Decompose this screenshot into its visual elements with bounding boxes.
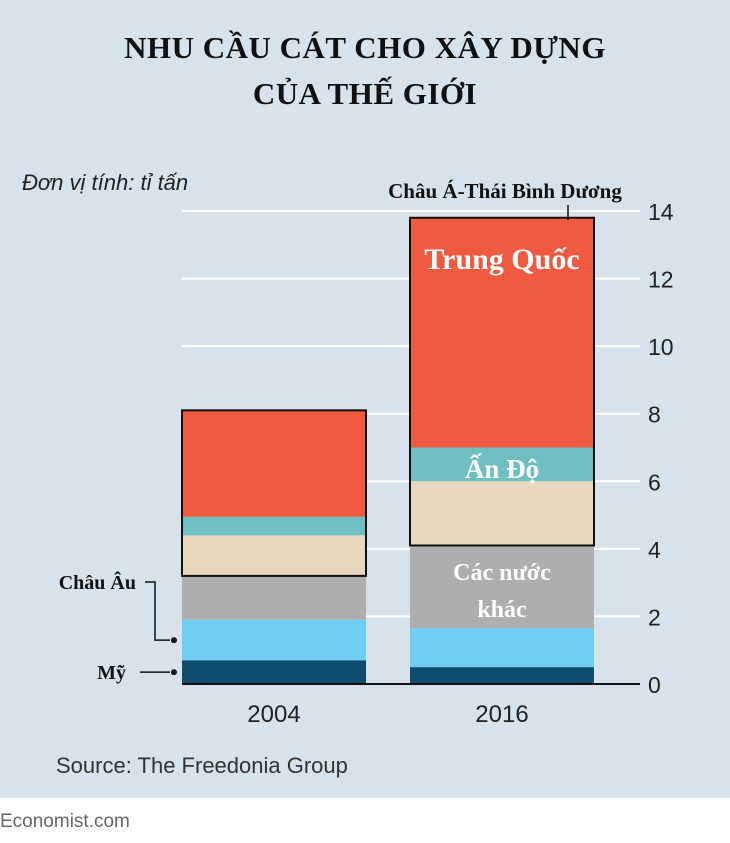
- y-tick-label: 8: [648, 402, 661, 428]
- bar-segment: [410, 447, 594, 482]
- y-tick-label: 10: [648, 334, 674, 360]
- asia-pacific-outline: [181, 409, 367, 577]
- label-my: Mỹ: [97, 662, 126, 684]
- label-chau-a-thai-binh-duong: Châu Á-Thái Bình Dương: [388, 179, 622, 203]
- bar-segment: [410, 667, 594, 684]
- label-cac-nuoc-khac-line-2: khác: [477, 597, 527, 623]
- bar-segment: [182, 619, 366, 661]
- chau-au-leader-line: [145, 581, 170, 641]
- bar-segment: [182, 516, 366, 536]
- chau-au-leader-dot: [171, 637, 177, 644]
- label-cac-nuoc-khac-line-1: Các nước: [453, 560, 551, 586]
- asia-pacific-outline: [409, 216, 595, 547]
- x-tick-label: 2004: [247, 701, 300, 728]
- y-tick-label: 0: [648, 672, 661, 698]
- chart-title-line-1: NHU CẦU CÁT CHO XÂY DỰNG: [124, 30, 606, 65]
- x-tick-label: 2016: [475, 701, 528, 728]
- source-note: Source: The Freedonia Group: [56, 753, 348, 778]
- label-an-do: Ấn Độ: [465, 453, 539, 484]
- bar-segment: [410, 481, 594, 546]
- bar-segment: [182, 660, 366, 684]
- label-chau-au: Châu Âu: [59, 570, 136, 594]
- y-tick-label: 14: [648, 199, 674, 225]
- stacked-bar-chart: 0 2 4 6 8 10 12 14 2004 2016 Trung Quốc Ấn Độ Các nư…: [59, 179, 674, 728]
- bar-segment: [410, 545, 594, 629]
- y-tick-label: 2: [648, 604, 661, 630]
- unit-label: Đơn vị tính: tỉ tấn: [22, 170, 189, 195]
- bar-segment: [182, 575, 366, 620]
- bar-segment: [182, 410, 366, 517]
- chart-title-line-2: CỦA THẾ GIỚI: [252, 76, 478, 111]
- bar-segment: [410, 217, 594, 448]
- y-tick-label: 12: [648, 267, 674, 293]
- bar-segment: [182, 535, 366, 576]
- bar-segment: [410, 628, 594, 668]
- y-tick-label: 4: [648, 537, 661, 563]
- y-tick-label: 6: [648, 469, 661, 495]
- brand-label: Economist.com: [0, 811, 130, 832]
- label-trung-quoc: Trung Quốc: [424, 243, 579, 276]
- my-leader-dot: [171, 669, 177, 676]
